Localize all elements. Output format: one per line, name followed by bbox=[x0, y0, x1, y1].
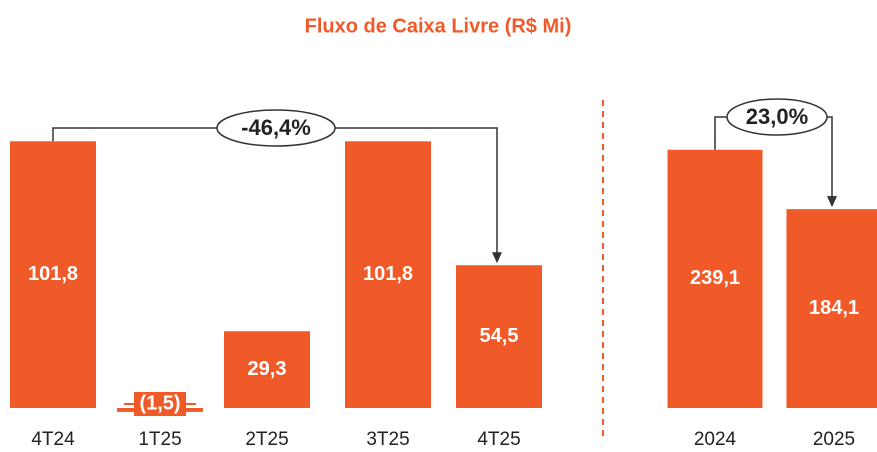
x-tick-label: 2025 bbox=[813, 429, 855, 450]
annotation: 23,0% bbox=[746, 104, 808, 129]
bar bbox=[10, 141, 96, 408]
label-box bbox=[134, 392, 186, 416]
bar bbox=[667, 149, 763, 408]
annotation-ellipse bbox=[726, 98, 828, 136]
value-label: 54,5 bbox=[480, 325, 519, 347]
value-label: 101,8 bbox=[363, 263, 413, 285]
x-tick-label: 3T25 bbox=[366, 429, 409, 450]
x-tick-label: 2T25 bbox=[245, 429, 288, 450]
bar bbox=[456, 265, 542, 408]
bar bbox=[345, 141, 431, 408]
chart-title: Fluxo de Caixa Livre (R$ Mi) bbox=[305, 15, 572, 37]
value-label: 29,3 bbox=[248, 358, 287, 380]
bar bbox=[786, 209, 877, 408]
value-label: 101,8 bbox=[28, 263, 78, 285]
x-tick-label: 2024 bbox=[694, 429, 737, 450]
value-label: (1,5) bbox=[139, 392, 180, 414]
bar bbox=[224, 331, 310, 408]
x-tick-label: 4T24 bbox=[31, 429, 75, 450]
x-tick-label: 4T25 bbox=[477, 429, 520, 450]
annotation: -46,4% bbox=[241, 115, 311, 140]
arrow-head bbox=[827, 196, 837, 208]
value-label: 239,1 bbox=[690, 267, 740, 289]
value-label: 184,1 bbox=[809, 297, 859, 319]
arrow-head bbox=[492, 252, 502, 264]
x-tick-label: 1T25 bbox=[138, 429, 181, 450]
annotation-ellipse bbox=[216, 109, 336, 147]
